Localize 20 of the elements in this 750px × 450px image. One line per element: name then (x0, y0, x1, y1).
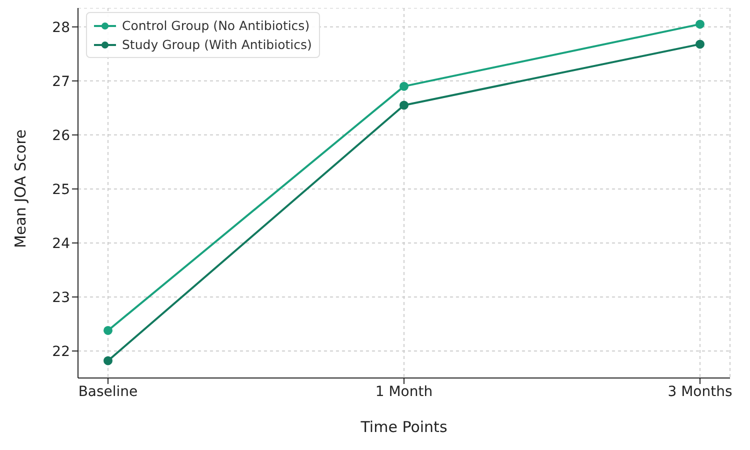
point (104, 356, 112, 366)
y-tick-label: 24 (52, 236, 70, 252)
point (696, 20, 704, 29)
y-tick-label: 23 (52, 290, 70, 306)
y-tick-label: 27 (52, 74, 70, 90)
legend-label: Control Group (No Antibiotics) (122, 17, 310, 35)
x-tick-label: 3 Months (668, 384, 732, 400)
y-axis-title: Mean JOA Score (11, 129, 30, 248)
legend-label: Study Group (With Antibiotics) (122, 36, 312, 54)
x-axis-title: Time Points (360, 418, 448, 436)
y-tick-label: 22 (52, 344, 70, 360)
point (400, 100, 408, 110)
x-tick-label: Baseline (78, 384, 138, 400)
y-tick-label: 25 (52, 182, 70, 198)
x-tick-label: 1 Month (375, 384, 433, 400)
point (400, 82, 408, 91)
point (104, 326, 112, 335)
y-tick-label: 28 (52, 20, 70, 36)
point (696, 40, 704, 49)
y-tick-label: 26 (52, 128, 70, 144)
